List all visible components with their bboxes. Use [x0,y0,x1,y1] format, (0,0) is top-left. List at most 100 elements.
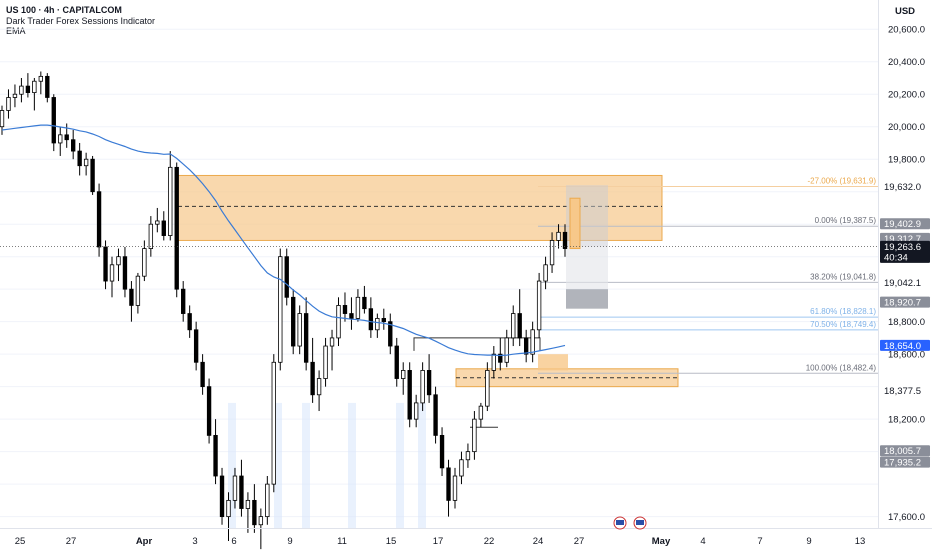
candle [252,499,257,526]
candle [349,313,354,319]
price-tick-label: 20,600.0 [888,25,925,36]
candle [465,451,471,461]
candle [459,459,464,477]
price-tick-label: 18,600.0 [888,350,925,361]
candle [96,191,102,248]
price-tag-label: 18,654.0 [884,341,921,352]
candle [549,240,555,266]
candle [32,80,37,94]
candle [472,418,477,453]
candle [181,288,186,314]
candle [536,280,542,331]
candle [388,321,393,347]
candle [206,386,212,436]
price-tag [880,339,930,351]
time-tick-label: 6 [231,536,236,547]
structure-line [413,337,541,351]
flag-icon-band [616,520,624,525]
candle [491,353,496,371]
candle [336,305,341,339]
candle [316,378,322,396]
price-tag-label: 19,402.9 [884,219,921,230]
time-tick-label: 27 [574,536,585,547]
candle [0,110,5,128]
candle [478,405,484,420]
time-tick-label: 27 [66,536,77,547]
candle [109,264,115,282]
candles [0,71,568,550]
candle [426,370,432,396]
flag-icon-band [636,520,644,525]
session-shade [302,402,310,528]
candle [355,296,361,319]
ema-line [1,124,566,357]
price-tag-label: 19,632.0 [884,182,921,193]
candle [142,248,147,277]
candle [556,231,561,241]
candle [90,158,95,193]
price-tag-label: 19,263.6 [884,242,921,253]
session-shade [228,402,236,528]
candle [226,499,231,518]
fib-level-label: 0.00% (19,387.5) [815,216,877,225]
candle [245,499,251,509]
session-shade [348,402,356,528]
time-tick-label: 9 [287,536,292,547]
symbol-title[interactable]: US 100 · 4h · CAPITALCOM [6,5,122,15]
price-tag-label: 18,005.7 [884,446,921,457]
candle [297,313,302,347]
session-shade [396,402,404,528]
candle [155,220,160,225]
candle [187,313,192,331]
candle [45,75,50,98]
session-shade [418,402,426,528]
candle [517,313,522,339]
price-tag-label: 18,377.5 [884,386,921,397]
price-tag [880,456,930,468]
time-tick-label: Apr [136,536,153,547]
time-tick-label: 11 [337,536,347,547]
time-tick-label: 24 [533,536,544,547]
ema-label[interactable]: EMA [6,26,26,36]
candle [530,329,535,355]
candle [504,337,509,363]
candle [498,353,503,363]
indicator-label[interactable]: Dark Trader Forex Sessions Indicator [6,15,156,26]
time-tick-label: 22 [484,536,495,547]
candle [38,75,44,82]
candle [368,308,374,331]
candle [193,329,199,363]
time-tick-label: May [652,536,671,547]
price-tag-label: 19,312.7 [884,234,921,245]
candle [213,434,218,477]
time-tick-label: 3 [192,536,197,547]
price-tag-label: 19,042.1 [884,278,921,289]
position-box-mid [566,246,608,290]
candle [25,85,31,94]
price-tag [880,181,930,193]
candle [174,166,179,290]
price-tag [880,276,930,288]
fib-level-label: 100.00% (18,482.4) [806,363,877,372]
price-tick-label: 18,200.0 [888,415,925,426]
candle [523,337,529,355]
price-tick-label: 20,200.0 [888,90,925,101]
candle [329,337,335,347]
price-tag-label: 18,920.7 [884,298,921,309]
candle [219,475,225,518]
price-tick-label: 18,800.0 [888,317,925,328]
candle [310,361,315,396]
fib-level-label: 38.20% (19,041.8) [810,272,876,281]
price-tag-label: 17,935.2 [884,458,921,469]
candle [161,220,166,236]
price-tag [880,445,930,457]
order-block [569,197,581,250]
fib-level-label: -27.00% (19,631.9) [808,177,877,186]
candle [19,85,24,95]
candle [51,97,56,144]
candle [433,394,438,436]
candle [413,402,419,420]
candle [200,361,205,388]
candle [271,361,276,485]
